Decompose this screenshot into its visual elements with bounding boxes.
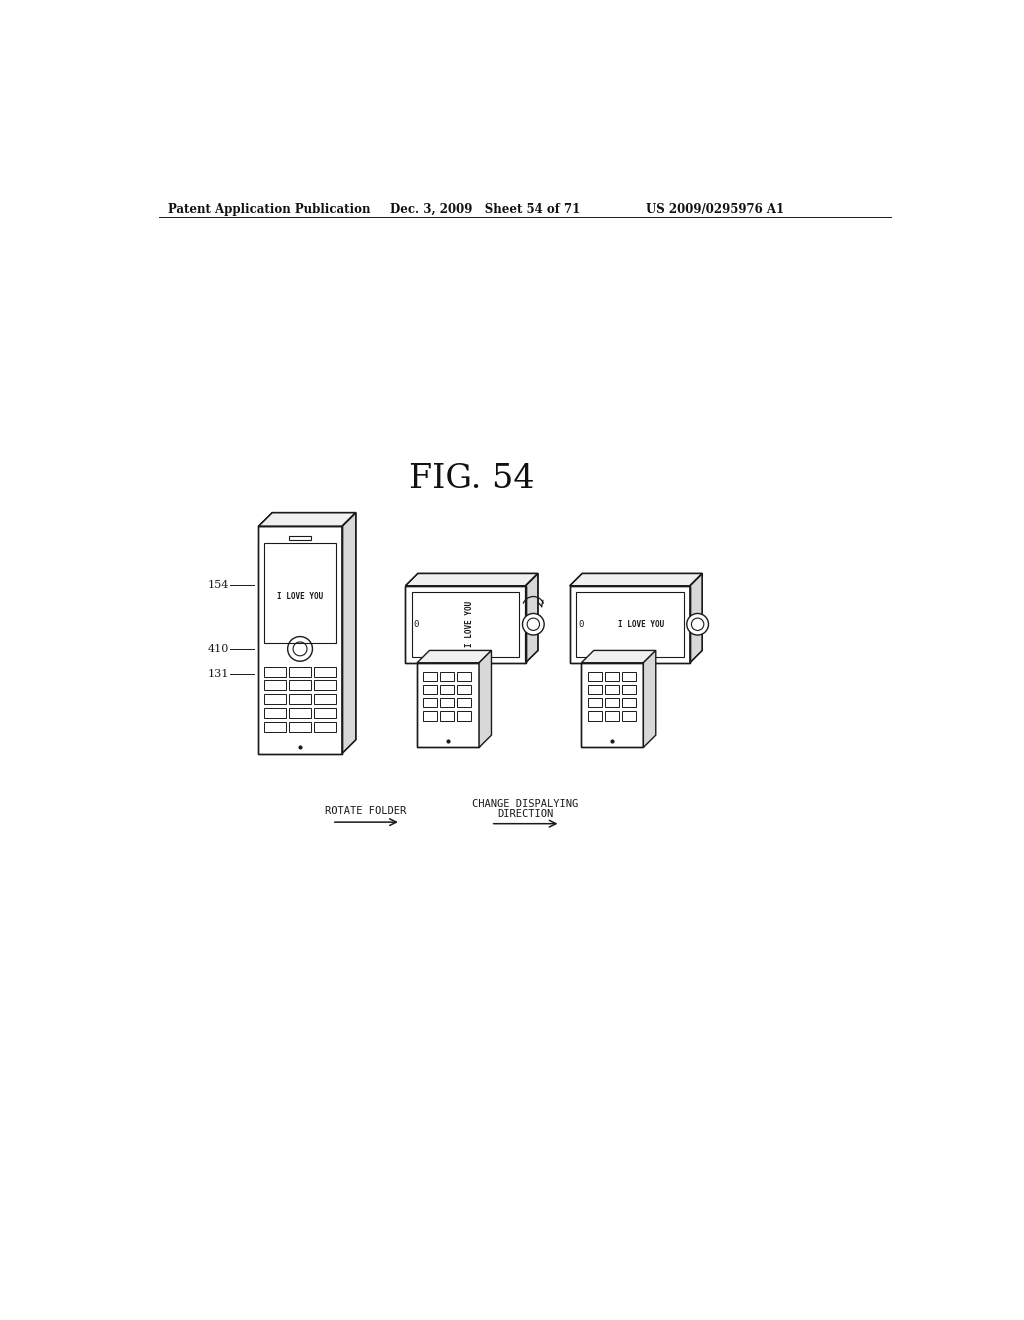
Text: Dec. 3, 2009   Sheet 54 of 71: Dec. 3, 2009 Sheet 54 of 71	[390, 203, 581, 216]
Text: 0: 0	[414, 620, 419, 628]
Polygon shape	[417, 651, 492, 663]
Circle shape	[522, 614, 544, 635]
Text: US 2009/0295976 A1: US 2009/0295976 A1	[646, 203, 783, 216]
Text: CHANGE DISPALYING: CHANGE DISPALYING	[472, 799, 579, 809]
Text: FIG. 54: FIG. 54	[409, 462, 535, 495]
Polygon shape	[406, 573, 538, 586]
Text: 154: 154	[208, 579, 228, 590]
Text: 410: 410	[208, 644, 228, 653]
Text: ROTATE FOLDER: ROTATE FOLDER	[326, 807, 407, 816]
Text: I LOVE YOU: I LOVE YOU	[276, 593, 324, 601]
Polygon shape	[406, 586, 525, 663]
Polygon shape	[582, 663, 643, 747]
Polygon shape	[479, 651, 492, 747]
Polygon shape	[569, 586, 690, 663]
Polygon shape	[258, 527, 342, 754]
Polygon shape	[643, 651, 655, 747]
Text: I LOVE YOU: I LOVE YOU	[465, 601, 473, 647]
Text: 131: 131	[208, 669, 228, 680]
Polygon shape	[417, 663, 479, 747]
Polygon shape	[525, 573, 538, 663]
Polygon shape	[690, 573, 702, 663]
Text: Patent Application Publication: Patent Application Publication	[168, 203, 371, 216]
Polygon shape	[582, 651, 655, 663]
Text: 0: 0	[578, 620, 584, 628]
Polygon shape	[569, 573, 702, 586]
Polygon shape	[258, 512, 356, 527]
Text: I LOVE YOU: I LOVE YOU	[617, 620, 665, 628]
Polygon shape	[342, 512, 356, 754]
Circle shape	[687, 614, 709, 635]
Text: DIRECTION: DIRECTION	[498, 809, 554, 818]
